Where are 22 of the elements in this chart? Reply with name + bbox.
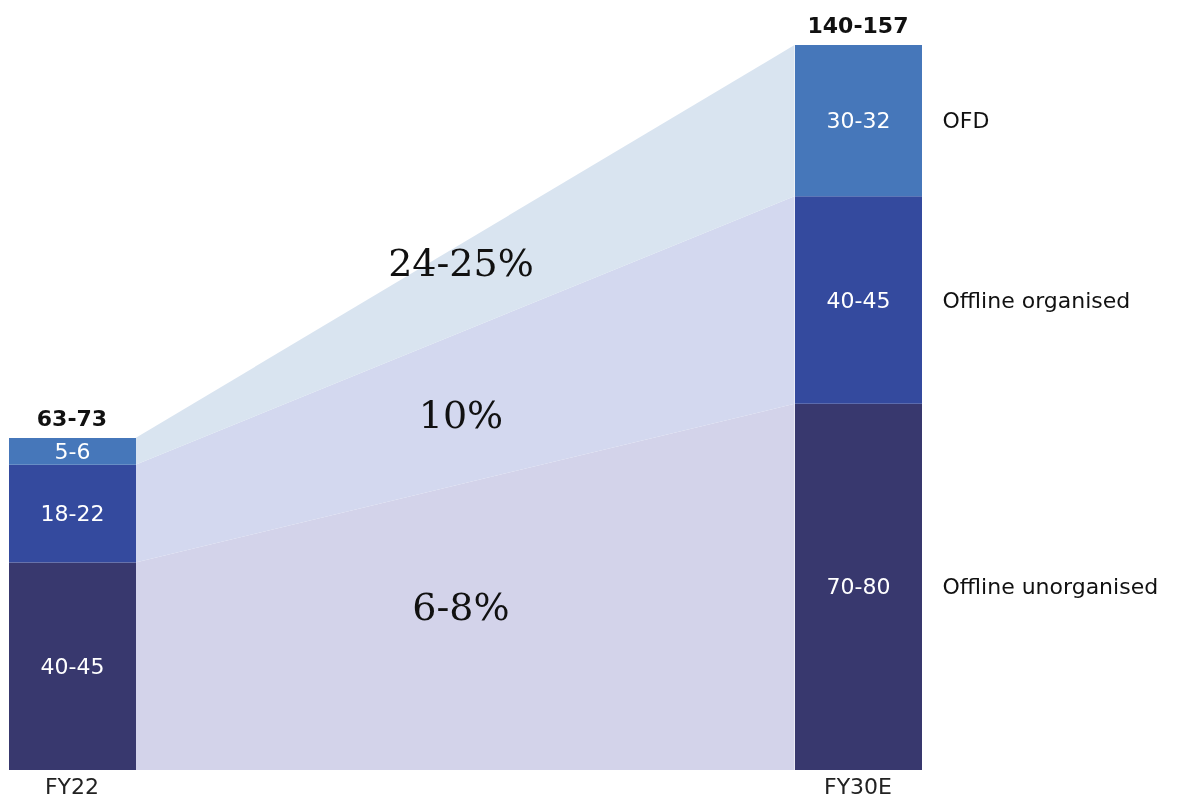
bar	[795, 45, 922, 197]
x-tick-label: FY30E	[824, 773, 892, 799]
data-label: 18-22	[40, 501, 105, 527]
data-label: 40-45	[40, 653, 105, 679]
bar	[9, 438, 136, 465]
bar	[795, 403, 922, 770]
annotation: 10%	[418, 392, 504, 437]
x-tick-label: FY22	[44, 773, 100, 799]
bar	[9, 562, 136, 770]
series-label: OFD	[942, 108, 990, 134]
data-label: 70-80	[826, 574, 891, 600]
bar	[795, 196, 922, 404]
data-label: 5-6	[54, 438, 91, 464]
annotation: 6-8%	[412, 584, 510, 629]
series-label: Offline unorganised	[942, 574, 1159, 600]
data-label: 40-45	[826, 287, 891, 313]
annotation: 24-25%	[388, 240, 534, 285]
total-label: 140-157	[807, 13, 909, 38]
data-label: 30-32	[826, 108, 891, 134]
total-label: 63-73	[36, 406, 108, 432]
bar	[9, 464, 136, 563]
series-label: Offline organised	[942, 287, 1131, 313]
